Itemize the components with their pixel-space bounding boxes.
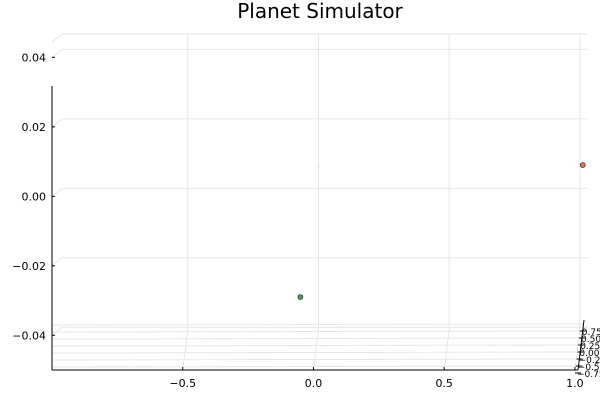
planet-point-3 bbox=[318, 166, 320, 168]
x-tick-label: 0.5 bbox=[435, 377, 453, 390]
z-gridline bbox=[51, 330, 585, 333]
z-tick-label: −0.75 bbox=[577, 370, 600, 380]
x-gridline bbox=[574, 34, 581, 371]
y-tick-label: 0.02 bbox=[22, 121, 47, 134]
x-tick-label: 1.0 bbox=[566, 377, 584, 390]
z-gridline bbox=[51, 337, 585, 340]
chart-title: Planet Simulator bbox=[237, 0, 403, 23]
y-ticks: −0.04 −0.02 0.00 0.02 0.04 bbox=[12, 51, 55, 342]
z-tick-label: −0.25 bbox=[579, 356, 600, 366]
y-gridline bbox=[51, 187, 588, 197]
z-tick-label: 0.25 bbox=[580, 342, 600, 352]
z-gridline bbox=[51, 344, 585, 347]
y-gridline bbox=[51, 48, 588, 58]
z-gridline bbox=[51, 323, 585, 326]
y-gridline bbox=[51, 326, 588, 336]
y-tick-label: −0.04 bbox=[12, 329, 46, 342]
z-tick-label: −0.50 bbox=[578, 363, 600, 373]
top-gridline bbox=[51, 33, 588, 43]
y-gridline bbox=[51, 118, 588, 128]
x-gridline bbox=[443, 34, 450, 371]
y-tick-label: 0.04 bbox=[22, 51, 47, 64]
x-gridline bbox=[312, 34, 319, 371]
planet-point-2 bbox=[297, 294, 304, 300]
y-tick-label: −0.02 bbox=[12, 260, 46, 273]
z-tick-label: 0.00 bbox=[579, 349, 599, 359]
x-tick-label: 0.0 bbox=[305, 377, 323, 390]
x-ticks: −0.5 0.0 0.5 1.0 bbox=[169, 367, 584, 390]
planet-point-1 bbox=[579, 162, 586, 168]
z-gridline bbox=[51, 351, 585, 354]
x-tick-label: −0.5 bbox=[169, 377, 196, 390]
y-tick-label: 0.00 bbox=[22, 190, 47, 203]
y-gridline bbox=[51, 257, 588, 267]
grid-back bbox=[51, 33, 588, 371]
x-gridline bbox=[182, 34, 189, 371]
z-ticks: −0.75−0.50−0.250.000.250.500.75 bbox=[575, 328, 600, 380]
points bbox=[297, 162, 586, 300]
z-gridline bbox=[51, 358, 585, 361]
z-gridline bbox=[51, 365, 585, 368]
z-tick-label: 0.50 bbox=[581, 335, 600, 345]
z-tick-label: 0.75 bbox=[582, 328, 600, 338]
